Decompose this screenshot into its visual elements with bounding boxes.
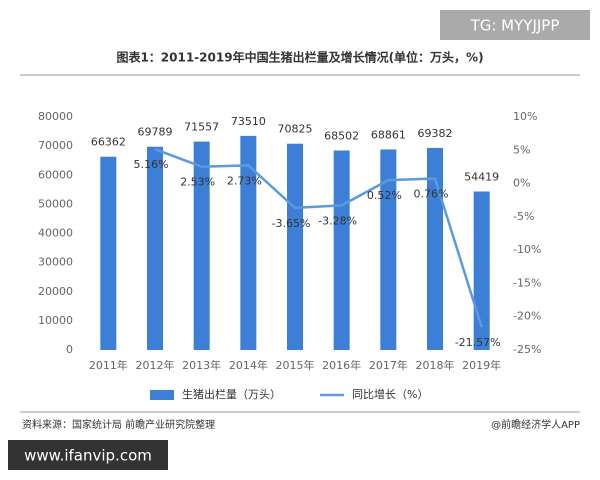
y2-tick-label: 10% [513, 110, 537, 123]
data-label: -3.65% [272, 217, 311, 230]
data-label: 5.16% [134, 158, 169, 171]
x-tick-label: 2012年 [136, 358, 175, 372]
data-label: 2.53% [180, 176, 215, 189]
bar [333, 150, 350, 350]
x-tick-label: 2017年 [369, 358, 408, 372]
bar [240, 135, 257, 350]
bar [193, 141, 210, 350]
data-label: 69382 [418, 127, 453, 140]
watermark: www.ifanvip.com [24, 447, 152, 465]
data-label: 69789 [138, 126, 173, 139]
watermark: TG: MYYJJPP [470, 17, 560, 35]
y2-tick-label: -20% [513, 310, 541, 323]
legend-swatch [150, 390, 174, 400]
data-label: 73510 [231, 115, 266, 128]
x-tick-label: 2016年 [322, 358, 361, 372]
data-label: 71557 [184, 121, 219, 134]
bar [287, 143, 303, 350]
y-tick-label: 40000 [38, 227, 73, 240]
watermark-box [440, 10, 590, 40]
bar [100, 156, 117, 350]
y-tick-label: 0 [66, 343, 73, 356]
bar [427, 147, 443, 350]
y-tick-label: 30000 [38, 256, 73, 269]
y2-tick-label: 0% [513, 177, 530, 190]
y-tick-label: 70000 [38, 139, 73, 152]
data-label: 54419 [464, 171, 499, 184]
x-tick-label: 2013年 [182, 358, 221, 372]
data-label: 70825 [278, 123, 313, 136]
x-tick-label: 2015年 [276, 358, 315, 372]
x-tick-label: 2014年 [229, 358, 268, 372]
data-label: 68502 [324, 129, 359, 142]
y-tick-label: 80000 [38, 110, 73, 123]
data-label: 68861 [371, 128, 406, 141]
x-tick-label: 2019年 [462, 358, 501, 372]
bar [147, 146, 163, 350]
data-label: 66362 [91, 136, 126, 149]
x-tick-label: 2011年 [89, 358, 128, 372]
y-tick-label: 10000 [38, 314, 73, 327]
source: 资料来源：国家统计局 前瞻产业研究院整理 [22, 418, 215, 431]
chart-title: 图表1：2011-2019年中国生猪出栏量及增长情况(单位：万头，%) [116, 50, 483, 65]
y2-tick-label: -15% [513, 276, 541, 289]
x-tick-label: 2018年 [416, 358, 455, 372]
legend-label: 生猪出栏量（万头） [182, 387, 281, 401]
credit: @前瞻经济学人APP [491, 418, 580, 431]
y2-tick-label: -5% [513, 210, 534, 223]
data-label: 0.76% [414, 188, 449, 201]
y-tick-label: 50000 [38, 197, 73, 210]
y2-tick-label: -10% [513, 243, 541, 256]
data-label: -3.28% [318, 214, 357, 227]
data-label: -21.57% [455, 336, 501, 349]
line [154, 148, 483, 328]
y-tick-label: 20000 [38, 285, 73, 298]
y2-tick-label: -25% [513, 343, 541, 356]
data-label: 2.73% [227, 174, 262, 187]
y-tick-label: 60000 [38, 168, 73, 181]
bar [380, 149, 397, 350]
legend-label: 同比增长（%） [352, 387, 428, 401]
data-label: 0.52% [367, 189, 402, 202]
y2-tick-label: 5% [513, 143, 530, 156]
watermark-box [8, 440, 168, 470]
